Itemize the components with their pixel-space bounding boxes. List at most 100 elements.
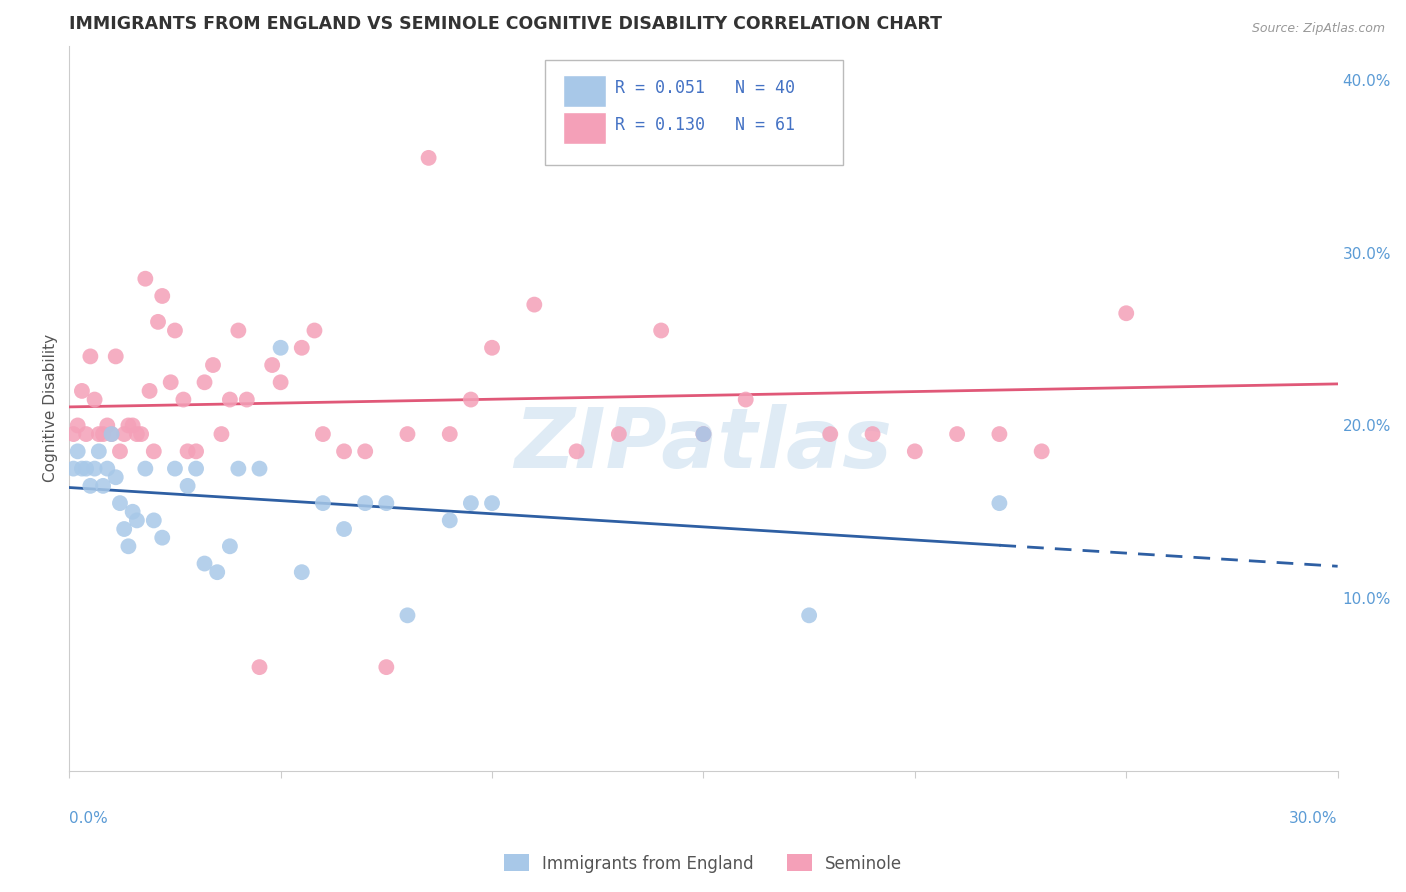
Point [96,418,118,433]
Point [820,427,842,442]
Point [83,392,105,407]
Point [219,392,242,407]
Point [312,496,335,510]
Point [249,660,271,674]
Point [184,444,207,458]
Point [333,444,356,458]
Point [79,350,101,364]
Point [70,384,93,398]
Point [193,557,215,571]
Point [83,461,105,475]
Point [439,427,461,442]
Text: Source: ZipAtlas.com: Source: ZipAtlas.com [1251,22,1385,36]
Point [862,427,884,442]
Point [797,608,820,623]
Point [650,324,672,338]
Point [87,427,110,442]
Point [96,461,118,475]
FancyBboxPatch shape [562,112,606,144]
Point [176,444,198,458]
Point [138,384,160,398]
Point [125,427,148,442]
Point [75,427,97,442]
Point [117,539,139,553]
Point [481,341,503,355]
Point [304,324,326,338]
FancyBboxPatch shape [562,75,606,106]
Point [439,513,461,527]
Point [219,539,242,553]
Point [460,392,482,407]
Point [228,461,250,475]
Point [117,418,139,433]
Point [354,496,377,510]
Point [333,522,356,536]
Point [100,427,122,442]
Point [692,427,714,442]
Point [75,461,97,475]
Point [523,297,546,311]
Point [104,350,127,364]
Point [291,341,314,355]
Point [396,427,419,442]
Legend: Immigrants from England, Seminole: Immigrants from England, Seminole [496,847,910,880]
Point [205,565,228,579]
Point [184,461,207,475]
Point [734,392,756,407]
Point [100,427,122,442]
Point [1115,306,1137,320]
Point [946,427,969,442]
Point [91,427,114,442]
Point [904,444,927,458]
Point [172,392,194,407]
Text: IMMIGRANTS FROM ENGLAND VS SEMINOLE COGNITIVE DISABILITY CORRELATION CHART: IMMIGRANTS FROM ENGLAND VS SEMINOLE COGN… [69,15,942,33]
Point [262,358,284,372]
Point [134,461,156,475]
Point [150,289,173,303]
Point [125,513,148,527]
Point [91,479,114,493]
Text: 30.0%: 30.0% [1289,811,1337,826]
Point [270,376,292,390]
Point [607,427,630,442]
Point [70,461,93,475]
Point [142,444,165,458]
Point [249,461,271,475]
Point [79,479,101,493]
Point [66,418,89,433]
Point [201,358,224,372]
Point [159,376,181,390]
Point [988,496,1011,510]
Point [104,470,127,484]
Point [108,444,131,458]
Point [87,444,110,458]
Point [228,324,250,338]
Point [121,418,143,433]
Point [108,496,131,510]
Point [418,151,440,165]
Point [354,444,377,458]
Point [62,427,84,442]
Point [236,392,259,407]
Point [460,496,482,510]
Point [112,522,135,536]
Text: ZIPatlas: ZIPatlas [515,404,893,485]
Point [193,376,215,390]
Point [1031,444,1053,458]
Point [62,461,84,475]
Text: R = 0.130   N = 61: R = 0.130 N = 61 [614,116,794,134]
Point [209,427,232,442]
Point [146,315,169,329]
Point [163,324,186,338]
Point [66,444,89,458]
Point [163,461,186,475]
Point [375,660,398,674]
Point [176,479,198,493]
Point [692,427,714,442]
Point [134,271,156,285]
Point [565,444,588,458]
Y-axis label: Cognitive Disability: Cognitive Disability [44,334,58,483]
Text: R = 0.051   N = 40: R = 0.051 N = 40 [614,78,794,96]
Point [142,513,165,527]
Point [150,531,173,545]
